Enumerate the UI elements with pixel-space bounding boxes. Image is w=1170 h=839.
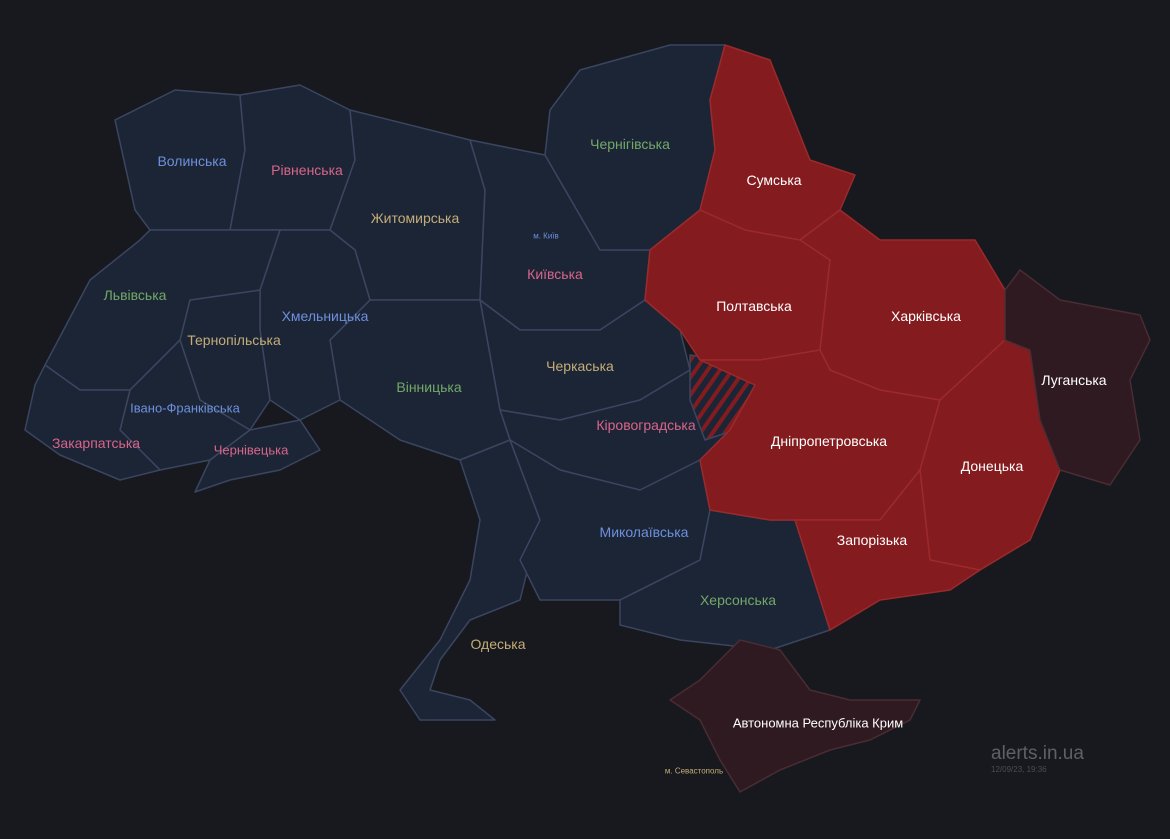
region-zaporizhzhia[interactable]	[794, 469, 981, 631]
label-kherson: Херсонська	[699, 592, 777, 608]
label-luhansk: Луганська	[1041, 372, 1107, 388]
label-vinnytsia: Вінницька	[396, 379, 462, 395]
region-sumy[interactable]	[699, 44, 856, 241]
region-chernivtsi[interactable]	[194, 419, 321, 493]
label-zaporizhzhia: Запорізька	[836, 532, 908, 548]
label-zakarpattia: Закарпатська	[51, 435, 141, 451]
region-odesa[interactable]	[399, 439, 541, 721]
label-cherkasy: Черкаська	[546, 358, 614, 374]
label-kirovohrad: Кіровоградська	[596, 417, 696, 433]
label-khmelnytskyi: Хмельницька	[281, 308, 369, 324]
label-chernihiv: Чернігівська	[590, 136, 670, 152]
label-sevastopol[interactable]: м. Севастополь	[664, 766, 724, 776]
label-kyiv-city[interactable]: м. Київ	[533, 231, 559, 241]
label-rivne: Рівненська	[271, 162, 343, 178]
label-chernivtsi: Чернівецька	[213, 442, 289, 458]
region-rivne[interactable]	[229, 84, 356, 231]
label-ivano-frankivsk: Івано-Франківська	[130, 400, 240, 416]
timestamp: 12/09/23, 19:36	[991, 765, 1047, 774]
label-ternopil: Тернопільська	[187, 332, 281, 348]
label-kyiv-oblast: Київська	[527, 266, 583, 282]
label-sumy: Сумська	[746, 172, 802, 188]
brand-watermark: alerts.in.ua	[991, 743, 1084, 764]
label-crimea: Автономна Республіка Крим	[732, 715, 904, 731]
label-odesa: Одеська	[470, 636, 526, 652]
label-donetsk: Донецька	[960, 458, 1024, 474]
region-crimea[interactable]	[669, 639, 921, 793]
label-dnipropetrovsk: Дніпропетровська	[770, 433, 888, 449]
label-poltava: Полтавська	[716, 298, 792, 314]
region-luhansk[interactable]	[1004, 269, 1151, 486]
label-lviv: Львівська	[103, 287, 167, 303]
region-zakarpattia[interactable]	[24, 364, 161, 481]
label-volyn: Волинська	[157, 153, 227, 169]
label-zhytomyr: Житомирська	[370, 210, 460, 226]
label-kharkiv: Харківська	[891, 308, 961, 324]
label-mykolaiv: Миколаївська	[599, 524, 689, 540]
